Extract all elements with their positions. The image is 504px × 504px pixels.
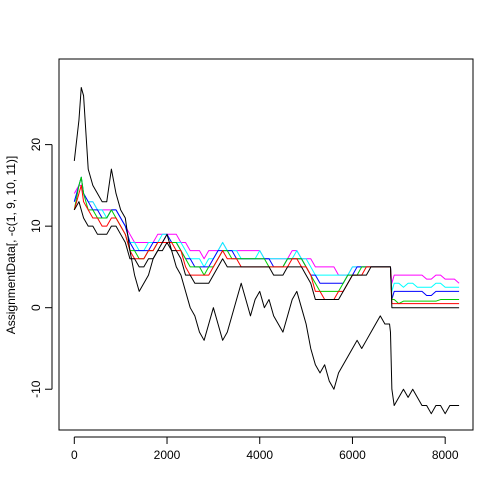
series-line-5 xyxy=(73,176,460,301)
x-tick-label: 6000 xyxy=(339,448,366,462)
series-line-7 xyxy=(73,184,460,284)
x-tick-label: 8000 xyxy=(432,448,459,462)
y-tick-label: -10 xyxy=(29,380,43,398)
x-tick-label: 4000 xyxy=(246,448,273,462)
y-tick-label: 0 xyxy=(29,304,43,311)
plot-frame xyxy=(58,58,474,431)
x-axis: 0 2000 4000 6000 8000 xyxy=(71,436,459,462)
y-axis: -10 0 10 20 xyxy=(29,138,53,398)
y-axis-title: AssignmentData[, -c(1, 9, 10, 11)] xyxy=(4,156,18,335)
series-line-4 xyxy=(73,176,460,305)
x-tick-label: 2000 xyxy=(154,448,181,462)
y-tick-label: 20 xyxy=(29,138,43,152)
x-tick-label: 0 xyxy=(71,448,78,462)
series-layer xyxy=(73,87,460,415)
series-line-6 xyxy=(73,176,460,292)
series-line-2 xyxy=(73,201,460,309)
series-line-1 xyxy=(73,87,460,415)
y-tick-label: 10 xyxy=(29,219,43,233)
